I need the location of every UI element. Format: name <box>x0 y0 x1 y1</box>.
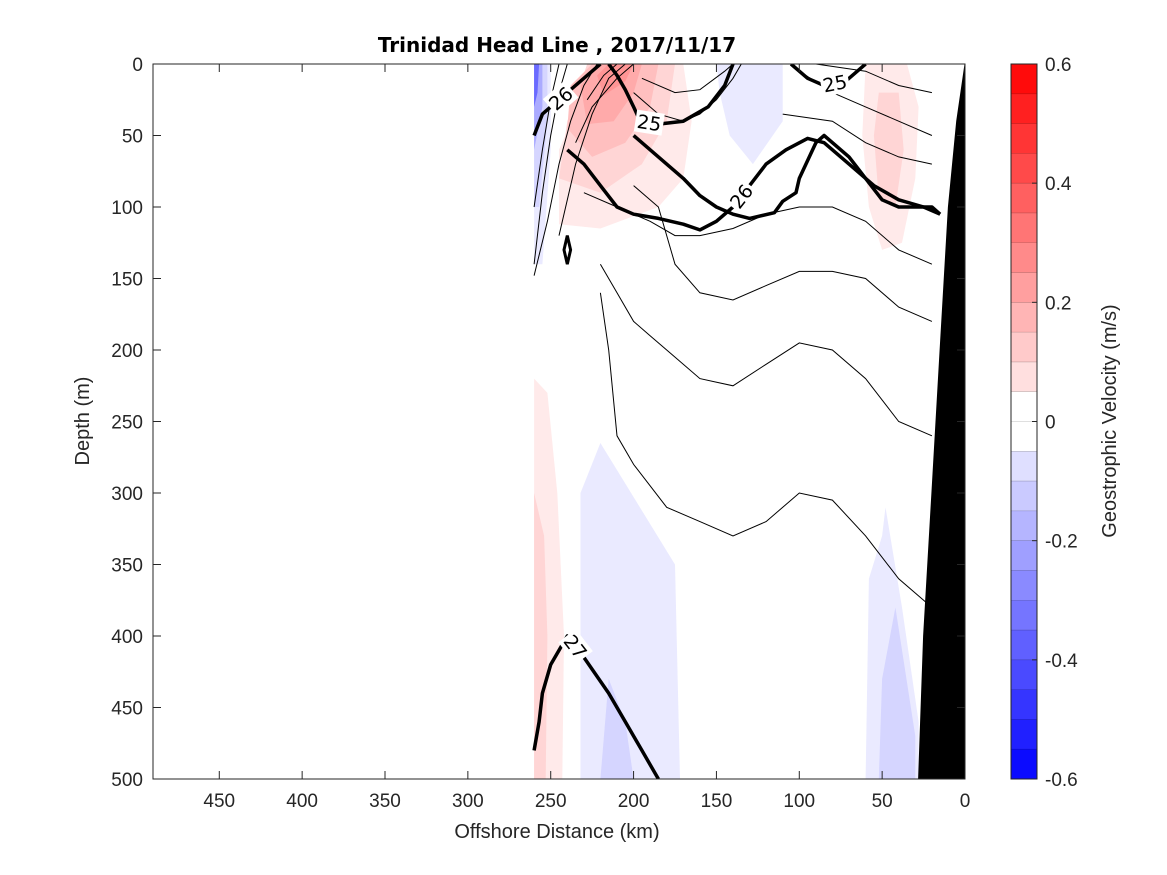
chart-title: Trinidad Head Line , 2017/11/17 <box>378 33 736 57</box>
colorbar-band <box>1011 689 1037 720</box>
colorbar-tick-label: 0 <box>1045 413 1056 434</box>
colorbar-band <box>1011 451 1037 482</box>
colorbar-band <box>1011 123 1037 154</box>
y-tick-label: 250 <box>111 413 143 434</box>
contour-label-bg <box>542 80 579 116</box>
colorbar-band <box>1011 630 1037 661</box>
velocity-patch <box>878 607 916 779</box>
colorbar-tick-label: -0.2 <box>1045 532 1078 553</box>
x-tick-label: 400 <box>286 791 318 812</box>
colorbar-band <box>1011 153 1037 184</box>
x-tick-label: 150 <box>701 791 733 812</box>
y-tick-label: 350 <box>111 556 143 577</box>
density-contour-thin <box>583 192 933 265</box>
velocity-patch <box>600 678 634 779</box>
density-contour-closed <box>562 235 573 265</box>
y-tick-label: 300 <box>111 484 143 505</box>
density-contour-thin <box>599 292 933 608</box>
y-tick-label: 500 <box>111 770 143 791</box>
velocity-patch <box>580 64 642 125</box>
velocity-patch <box>716 64 783 165</box>
colorbar-band <box>1011 659 1037 691</box>
colorbar-band <box>1011 749 1037 780</box>
x-tick-label: 350 <box>369 791 401 812</box>
density-contour-thin <box>599 263 933 437</box>
x-tick-label: 250 <box>535 791 567 812</box>
velocity-patch <box>873 92 904 207</box>
y-axis-ticks: 0 50 100 150 200 250 300 350 400 450 500 <box>111 55 965 791</box>
y-tick-label: 100 <box>111 198 143 219</box>
colorbar-band <box>1011 481 1037 512</box>
y-axis-label: Depth (m) <box>72 377 94 466</box>
colorbar-tick-label: 0.4 <box>1045 174 1072 195</box>
x-tick-label: 0 <box>960 791 971 812</box>
x-tick-label: 50 <box>872 791 893 812</box>
velocity-patch <box>534 64 540 107</box>
y-tick-label: 150 <box>111 270 143 291</box>
colorbar-band <box>1011 302 1037 333</box>
bathymetry-fill <box>918 64 965 779</box>
contour-label-bg <box>724 178 759 215</box>
colorbar-label: Geostrophic Velocity (m/s) <box>1099 304 1121 537</box>
y-tick-label: 400 <box>111 627 143 648</box>
velocity-patch <box>580 443 680 779</box>
colorbar-tick-label: 0.2 <box>1045 293 1071 314</box>
density-contour-thin <box>533 64 560 208</box>
bathymetry <box>918 64 965 779</box>
colorbar-tick-label: 0.6 <box>1045 55 1071 76</box>
x-tick-label: 300 <box>452 791 484 812</box>
contour-label-bg <box>819 69 851 97</box>
colorbar-tick-label: -0.4 <box>1045 651 1078 672</box>
colorbar-band <box>1011 600 1037 631</box>
contour-label: 25 <box>636 111 663 136</box>
colorbar-band <box>1011 540 1037 571</box>
x-tick-label: 100 <box>783 791 815 812</box>
colorbar-band <box>1011 719 1037 750</box>
x-axis-label: Offshore Distance (km) <box>454 821 659 843</box>
colorbar-band <box>1011 64 1037 95</box>
colorbar-band <box>1011 570 1037 601</box>
colorbar-band <box>1011 93 1037 125</box>
y-tick-label: 450 <box>111 699 143 720</box>
density-contour-thin <box>533 64 598 276</box>
y-tick-label: 0 <box>132 55 143 76</box>
density-contour-thin <box>782 113 933 165</box>
contour-label-bg <box>633 109 665 136</box>
contour-label-bg <box>558 628 593 665</box>
colorbar-band <box>1011 391 1037 422</box>
colorbar-band <box>1011 332 1037 363</box>
colorbar-band <box>1011 510 1037 542</box>
colorbar-band <box>1011 212 1037 244</box>
density-contour-thin <box>641 64 734 94</box>
colorbar-band <box>1011 183 1037 214</box>
colorbar <box>1011 63 1037 780</box>
colorbar-tick-label: -0.6 <box>1045 770 1078 791</box>
x-tick-label: 450 <box>203 791 235 812</box>
x-axis-ticks: 450 400 350 300 250 200 150 100 50 0 <box>203 64 970 812</box>
y-tick-label: 50 <box>122 127 143 148</box>
density-contour-thin <box>633 185 933 322</box>
colorbar-band <box>1011 361 1037 393</box>
velocity-field <box>534 64 919 779</box>
colorbar-band <box>1011 421 1037 452</box>
velocity-patch <box>534 493 548 779</box>
contour-label: 25 <box>821 71 849 97</box>
colorbar-ticks: 0.6 0.4 0.2 0 -0.2 -0.4 -0.6 <box>1032 55 1078 791</box>
colorbar-band <box>1011 272 1037 303</box>
colorbar-band <box>1011 242 1037 274</box>
density-contour-thin <box>575 64 634 143</box>
density-contour-thin <box>815 64 933 94</box>
x-tick-label: 200 <box>618 791 650 812</box>
y-tick-label: 200 <box>111 341 143 362</box>
density-contour-thick <box>632 133 942 221</box>
